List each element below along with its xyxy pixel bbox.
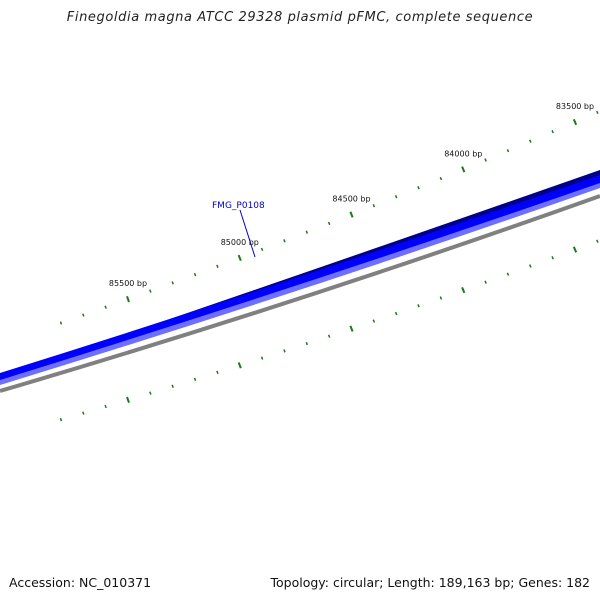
gene-label-leader xyxy=(239,209,256,258)
outer-tick-6 xyxy=(193,272,197,277)
inner-tick-11 xyxy=(305,341,309,346)
outer-tick-23 xyxy=(572,118,578,126)
outer-tick-16 xyxy=(417,186,420,190)
inner-tick-18 xyxy=(461,287,466,294)
outer-tick-17 xyxy=(439,176,443,181)
outer-tick-20 xyxy=(506,149,510,153)
outer-tick-10 xyxy=(283,239,286,243)
inner-tick-12 xyxy=(327,334,331,338)
inner-scale-ticks xyxy=(59,239,599,422)
gene-feature-FMG_P0108[interactable] xyxy=(0,175,600,380)
inner-tick-23 xyxy=(572,246,578,253)
gene-label-FMG_P0108[interactable]: FMG_P0108 xyxy=(212,201,265,211)
inner-tick-3 xyxy=(126,396,130,404)
outer-tick-4 xyxy=(149,289,152,293)
inner-tick-2 xyxy=(104,404,107,409)
inner-tick-13 xyxy=(349,325,354,332)
outer-tick-13 xyxy=(349,211,354,218)
inner-tick-19 xyxy=(484,280,487,284)
scale-label-1: 84000 bp xyxy=(444,149,482,158)
outer-tick-24 xyxy=(596,110,599,114)
outer-tick-19 xyxy=(484,158,487,162)
inner-tick-1 xyxy=(82,411,85,415)
inner-tick-4 xyxy=(149,391,152,395)
outer-tick-9 xyxy=(260,247,264,252)
inner-tick-22 xyxy=(551,256,554,260)
scale-label-2: 84500 bp xyxy=(332,195,370,204)
inner-tick-17 xyxy=(439,296,443,300)
scale-label-4: 85500 bp xyxy=(109,279,147,288)
inner-tick-14 xyxy=(372,319,376,323)
outer-tick-2 xyxy=(104,305,107,309)
plasmid-backbone xyxy=(0,194,600,393)
outer-tick-3 xyxy=(126,295,130,303)
outer-tick-18 xyxy=(461,166,466,173)
scale-label-3: 85000 bp xyxy=(221,238,259,247)
inner-tick-8 xyxy=(237,362,242,369)
inner-tick-7 xyxy=(216,370,219,375)
scale-label-0: 83500 bp xyxy=(556,102,594,111)
outer-tick-8 xyxy=(237,254,242,262)
inner-tick-6 xyxy=(193,377,197,381)
inner-tick-10 xyxy=(283,349,286,353)
outer-tick-12 xyxy=(327,221,331,226)
inner-tick-20 xyxy=(506,272,510,276)
inner-tick-15 xyxy=(394,311,398,316)
scale-labels: 83500 bp 84000 bp 84500 bp 85000 bp 85500 bp xyxy=(109,102,594,288)
sequence-summary: Topology: circular; Length: 189,163 bp; … xyxy=(270,575,591,590)
inner-tick-16 xyxy=(417,304,420,308)
outer-tick-1 xyxy=(82,313,85,317)
outer-tick-5 xyxy=(171,281,174,285)
gene-feature-highlight xyxy=(0,183,600,385)
outer-tick-21 xyxy=(529,139,532,143)
inner-tick-5 xyxy=(171,384,174,388)
inner-tick-21 xyxy=(529,264,532,268)
outer-tick-0 xyxy=(59,321,63,325)
outer-tick-7 xyxy=(216,264,219,268)
outer-tick-22 xyxy=(551,130,554,134)
outer-tick-11 xyxy=(305,230,309,234)
outer-scale-ticks xyxy=(59,110,599,325)
inner-tick-0 xyxy=(59,417,63,422)
outer-tick-15 xyxy=(394,195,398,199)
map-title: Finegoldia magna ATCC 29328 plasmid pFMC… xyxy=(66,10,534,25)
accession-label: Accession: NC_010371 xyxy=(9,575,152,590)
inner-tick-24 xyxy=(596,239,599,243)
inner-tick-9 xyxy=(260,356,264,360)
outer-tick-14 xyxy=(372,204,376,208)
